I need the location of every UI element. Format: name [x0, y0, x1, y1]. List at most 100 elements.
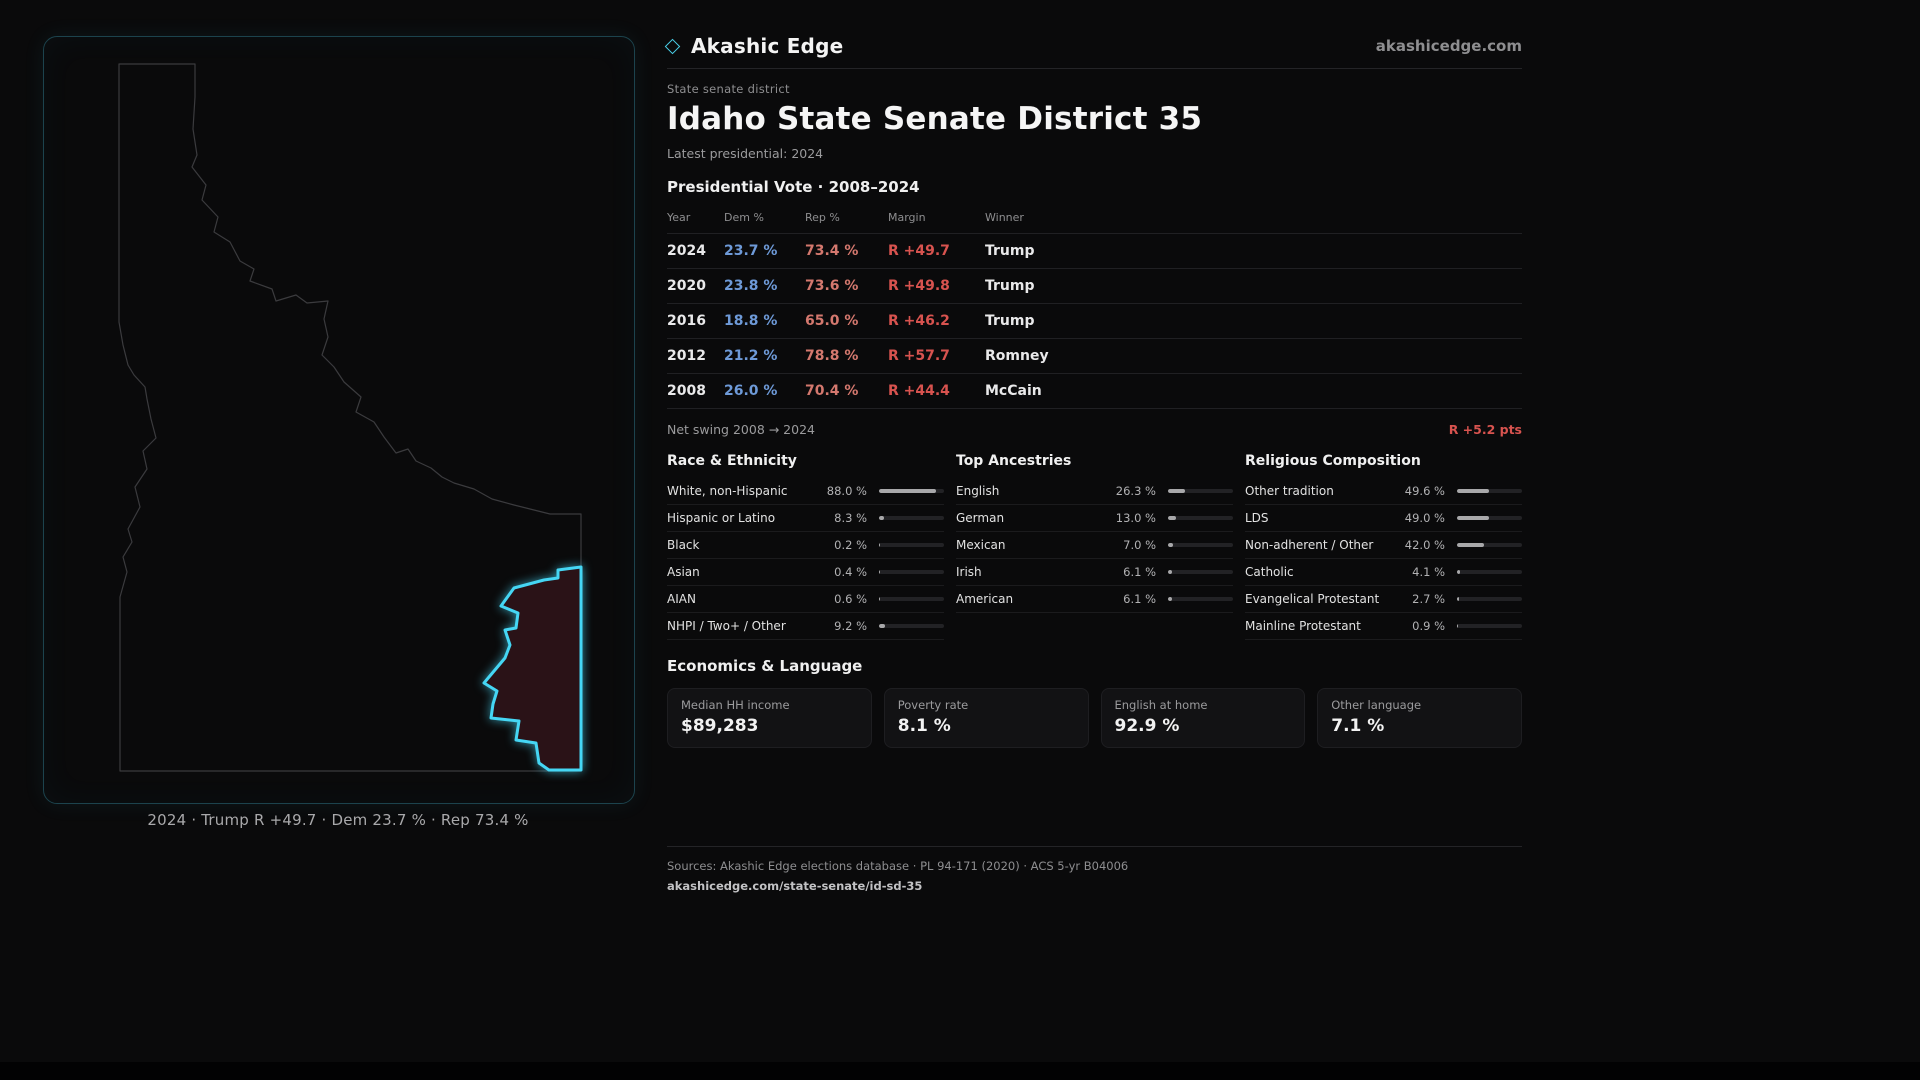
margin-cell: R +46.2	[888, 303, 985, 339]
footer: Sources: Akashic Edge elections database…	[667, 846, 1522, 893]
col-header-year: Year	[667, 205, 724, 234]
rep-cell: 78.8 %	[805, 338, 888, 374]
margin-cell: R +44.4	[888, 373, 985, 409]
stat-card-median-income: Median HH income $89,283	[667, 688, 872, 748]
latest-presidential-label: Latest presidential: 2024	[667, 146, 824, 161]
economics-cards: Median HH income $89,283 Poverty rate 8.…	[667, 688, 1522, 748]
race-row: Hispanic or Latino 8.3 %	[667, 505, 944, 532]
brand-diamond-icon	[664, 38, 681, 54]
district-type-label: State senate district	[667, 82, 790, 96]
ancestry-row: Mexican 7.0 %	[956, 532, 1233, 559]
net-swing-row: Net swing 2008 → 2024 R +5.2 pts	[667, 422, 1522, 437]
religion-column: Religious Composition Other tradition 49…	[1245, 453, 1522, 640]
col-header-margin: Margin	[888, 205, 985, 234]
mini-bar	[879, 570, 944, 574]
winner-cell: Trump	[985, 268, 1522, 304]
mini-bar	[1168, 570, 1233, 574]
year-cell: 2016	[667, 303, 724, 339]
mini-bar	[1168, 543, 1233, 547]
religion-row: LDS 49.0 %	[1245, 505, 1522, 532]
mini-bar	[1168, 489, 1233, 493]
year-cell: 2020	[667, 268, 724, 304]
net-swing-label: Net swing 2008 → 2024	[667, 422, 815, 437]
race-row: AIAN 0.6 %	[667, 586, 944, 613]
race-column-title: Race & Ethnicity	[667, 453, 797, 469]
idaho-map	[118, 63, 583, 772]
stat-card-poverty-rate: Poverty rate 8.1 %	[883, 688, 1089, 748]
religion-row: Evangelical Protestant 2.7 %	[1245, 586, 1522, 613]
mini-bar	[1457, 597, 1522, 601]
rep-cell: 73.6 %	[805, 268, 888, 304]
district-35-shape[interactable]	[482, 565, 583, 772]
mini-bar	[879, 516, 944, 520]
dem-cell: 21.2 %	[724, 338, 805, 374]
bottom-strip	[0, 1062, 1920, 1080]
winner-cell: McCain	[985, 373, 1522, 409]
presidential-vote-table: Year Dem % Rep % Margin Winner 2024 23.7…	[667, 205, 1522, 409]
district-map-panel	[43, 36, 635, 804]
col-header-winner: Winner	[985, 205, 1522, 234]
mini-bar	[1457, 570, 1522, 574]
table-row: 2024 23.7 % 73.4 % R +49.7 Trump	[667, 233, 1522, 269]
permalink[interactable]: akashicedge.com/state-senate/id-sd-35	[667, 879, 923, 893]
ancestry-row: English 26.3 %	[956, 478, 1233, 505]
header-bar: Akashic Edge akashicedge.com	[664, 34, 1522, 69]
winner-cell: Trump	[985, 303, 1522, 339]
brand-domain-link[interactable]: akashicedge.com	[1375, 37, 1522, 55]
table-row: 2008 26.0 % 70.4 % R +44.4 McCain	[667, 373, 1522, 409]
page-title: Idaho State Senate District 35	[667, 101, 1203, 137]
col-header-rep: Rep %	[805, 205, 888, 234]
race-ethnicity-column: Race & Ethnicity White, non-Hispanic 88.…	[667, 453, 944, 640]
brand-name: Akashic Edge	[691, 34, 844, 58]
dem-cell: 23.8 %	[724, 268, 805, 304]
ancestries-column: Top Ancestries English 26.3 % German 13.…	[956, 453, 1233, 613]
religion-row: Non-adherent / Other 42.0 %	[1245, 532, 1522, 559]
map-caption: 2024 · Trump R +49.7 · Dem 23.7 % · Rep …	[147, 811, 529, 829]
mini-bar	[1457, 489, 1522, 493]
presidential-section-title: Presidential Vote · 2008–2024	[667, 178, 920, 196]
year-cell: 2012	[667, 338, 724, 374]
mini-bar	[879, 489, 944, 493]
race-row: White, non-Hispanic 88.0 %	[667, 478, 944, 505]
mini-bar	[879, 543, 944, 547]
stat-card-english-at-home: English at home 92.9 %	[1100, 688, 1306, 748]
idaho-state-outline	[118, 63, 582, 772]
mini-bar	[879, 624, 944, 628]
dem-cell: 23.7 %	[724, 233, 805, 269]
table-header-row: Year Dem % Rep % Margin Winner	[667, 205, 1522, 234]
margin-cell: R +49.8	[888, 268, 985, 304]
margin-cell: R +57.7	[888, 338, 985, 374]
net-swing-value: R +5.2 pts	[1448, 422, 1522, 437]
economics-section-title: Economics & Language	[667, 657, 863, 675]
ancestry-row: German 13.0 %	[956, 505, 1233, 532]
race-row: Black 0.2 %	[667, 532, 944, 559]
sources-line: Sources: Akashic Edge elections database…	[667, 859, 1129, 873]
mini-bar	[1457, 624, 1522, 628]
col-header-dem: Dem %	[724, 205, 805, 234]
mini-bar	[1457, 516, 1522, 520]
mini-bar	[1457, 543, 1522, 547]
table-row: 2012 21.2 % 78.8 % R +57.7 Romney	[667, 338, 1522, 374]
religion-row: Mainline Protestant 0.9 %	[1245, 613, 1522, 640]
rep-cell: 73.4 %	[805, 233, 888, 269]
race-row: Asian 0.4 %	[667, 559, 944, 586]
table-row: 2020 23.8 % 73.6 % R +49.8 Trump	[667, 268, 1522, 304]
winner-cell: Romney	[985, 338, 1522, 374]
content-panel: Akashic Edge akashicedge.com State senat…	[664, 34, 1522, 893]
margin-cell: R +49.7	[888, 233, 985, 269]
ancestry-row: Irish 6.1 %	[956, 559, 1233, 586]
ancestries-column-title: Top Ancestries	[956, 453, 1072, 469]
mini-bar	[1168, 597, 1233, 601]
year-cell: 2024	[667, 233, 724, 269]
religion-row: Other tradition 49.6 %	[1245, 478, 1522, 505]
ancestry-row: American 6.1 %	[956, 586, 1233, 613]
religion-row: Catholic 4.1 %	[1245, 559, 1522, 586]
stat-card-other-language: Other language 7.1 %	[1317, 688, 1522, 748]
mini-bar	[1168, 516, 1233, 520]
race-row: NHPI / Two+ / Other 9.2 %	[667, 613, 944, 640]
religion-column-title: Religious Composition	[1245, 453, 1421, 469]
year-cell: 2008	[667, 373, 724, 409]
dem-cell: 26.0 %	[724, 373, 805, 409]
mini-bar	[879, 597, 944, 601]
table-row: 2016 18.8 % 65.0 % R +46.2 Trump	[667, 303, 1522, 339]
